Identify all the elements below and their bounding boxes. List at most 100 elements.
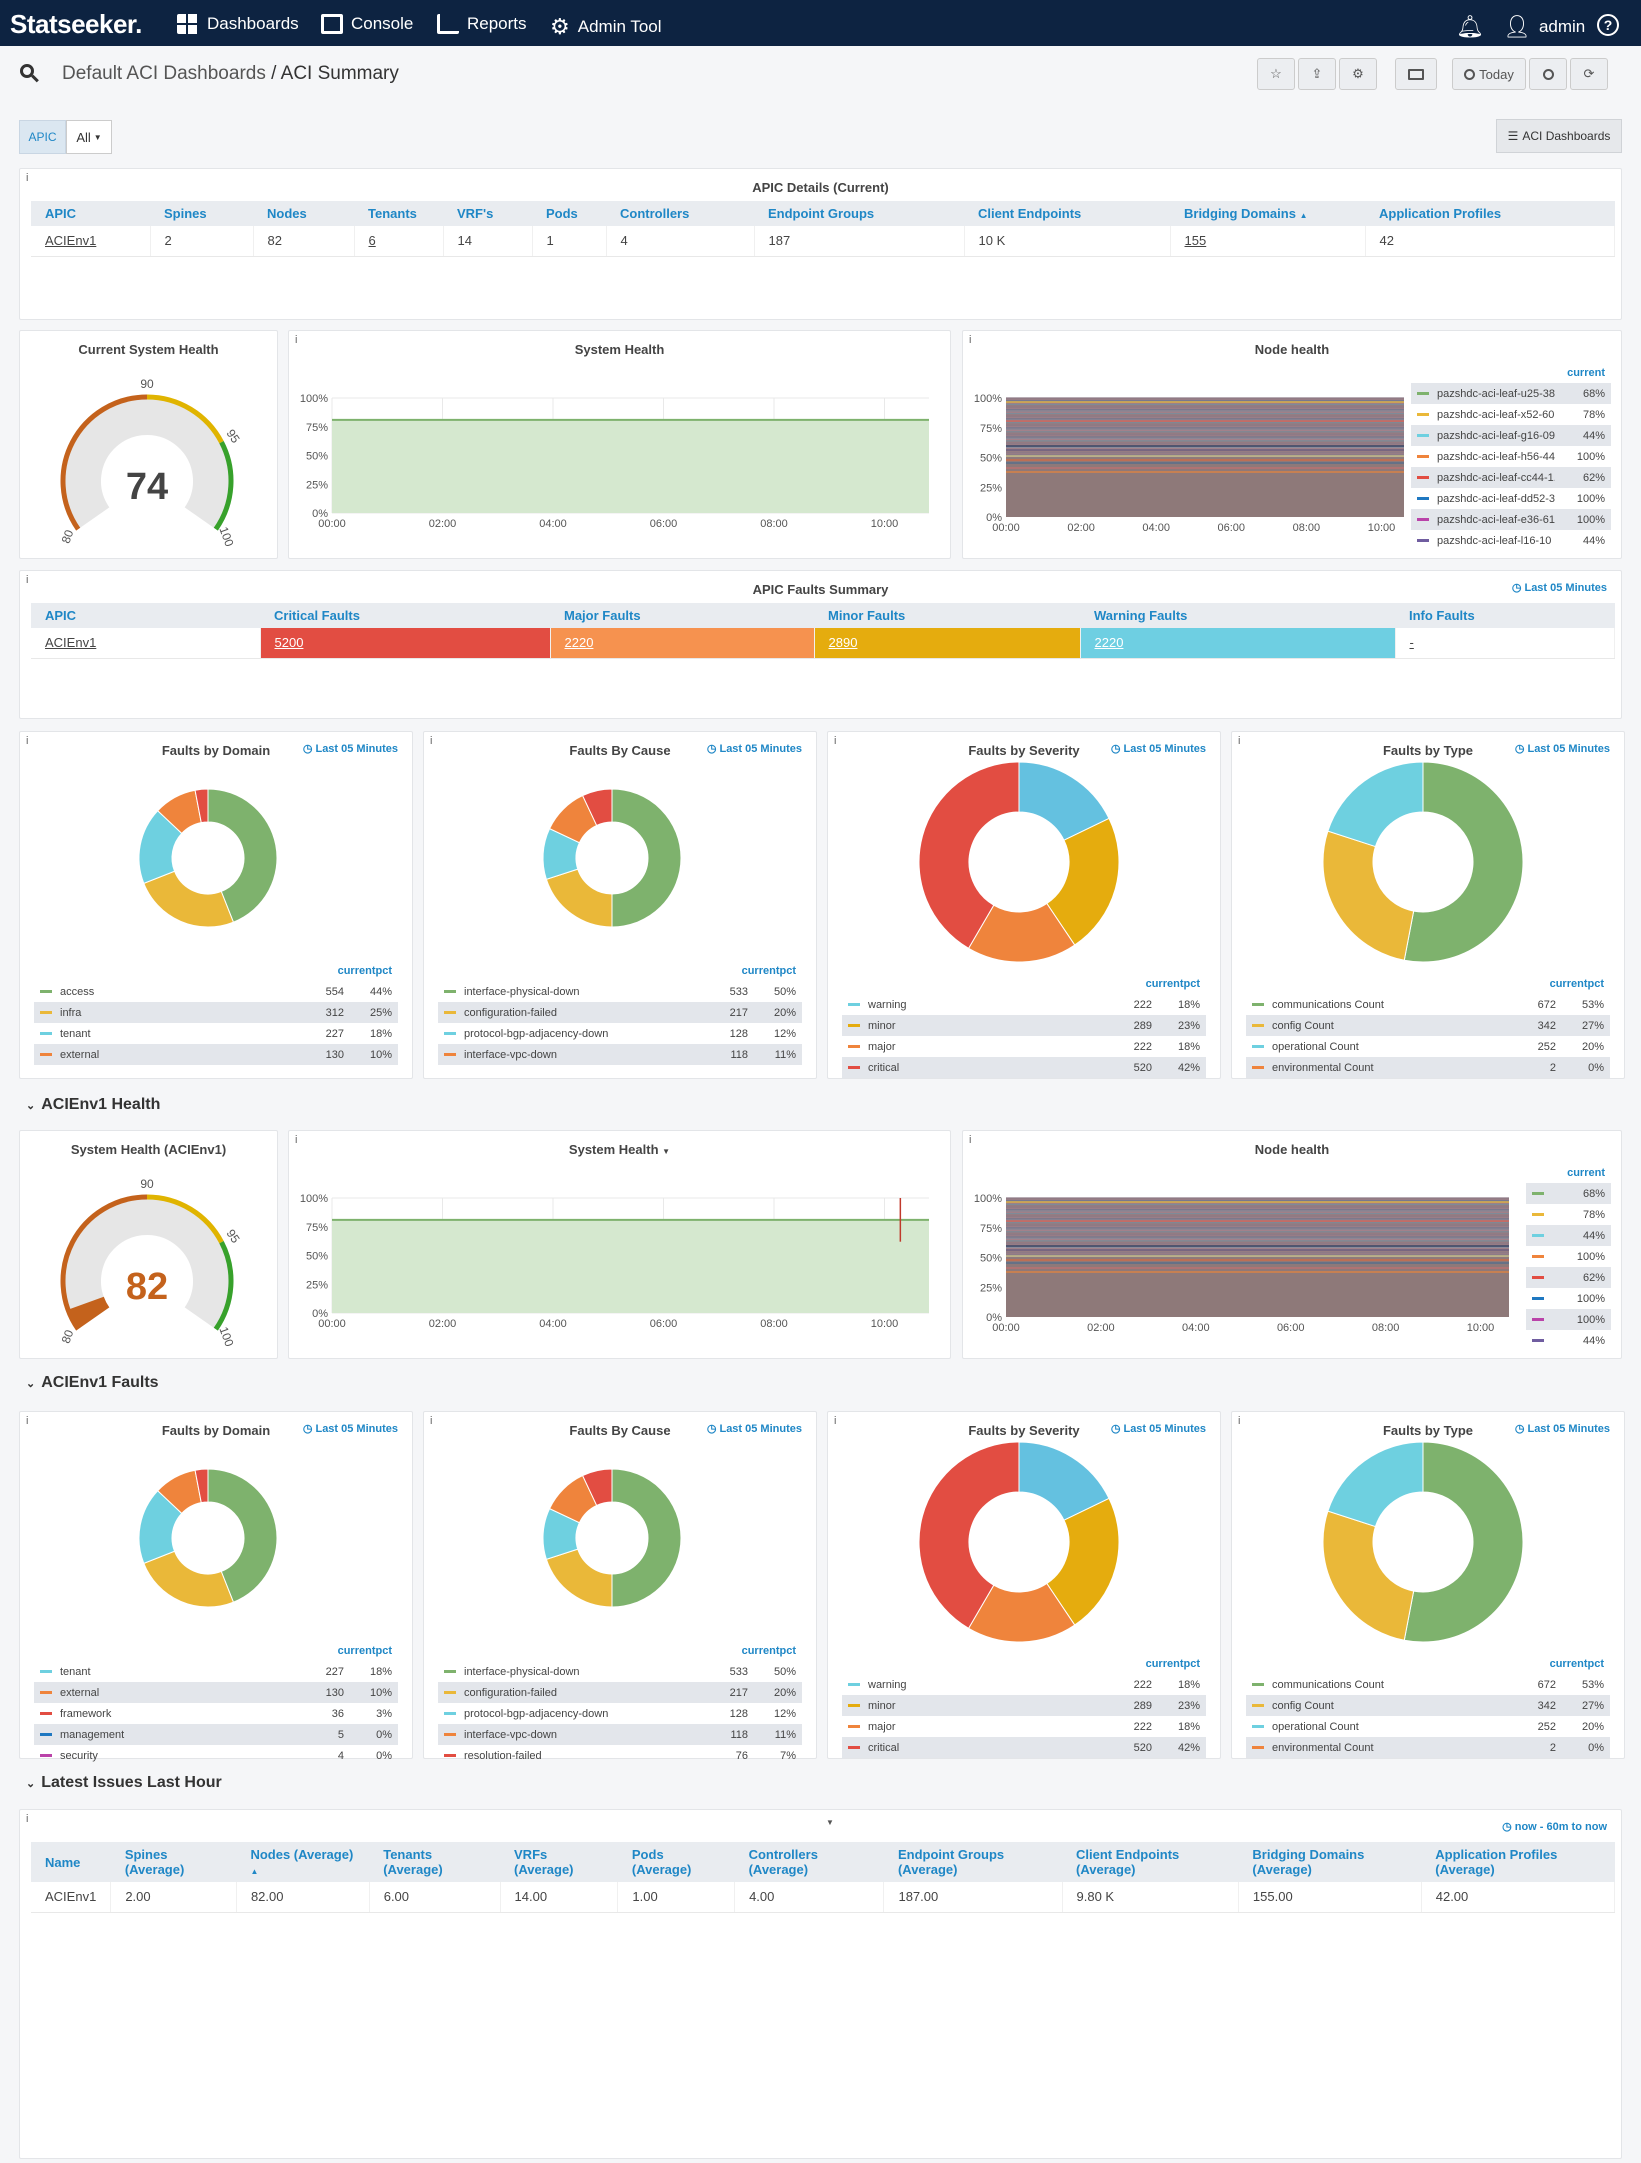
col-spines[interactable]: Spines — [150, 201, 253, 226]
search-icon[interactable] — [20, 64, 34, 78]
settings-button[interactable]: ⚙ — [1339, 58, 1377, 90]
legend-item[interactable]: access 554 44% — [34, 981, 398, 1002]
info-icon[interactable]: i — [834, 1415, 837, 1427]
legend-item[interactable]: interface-vpc-down 118 11% — [438, 1724, 802, 1745]
col-nodes[interactable]: Nodes — [253, 201, 354, 226]
col-controllers[interactable]: Controllers (Average) — [734, 1842, 884, 1882]
legend-item[interactable]: pazshdc-aci-leaf-cc44-1... 62% — [1411, 467, 1611, 488]
legend-item[interactable]: management 5 0% — [34, 1724, 398, 1745]
info-icon[interactable]: i — [295, 334, 298, 346]
nav-dashboards[interactable]: Dashboards — [177, 14, 299, 34]
time-picker-button[interactable]: Today — [1452, 58, 1526, 90]
legend-item[interactable]: external 130 10% — [34, 1044, 398, 1065]
legend-item[interactable]: pazshdc-aci-leaf-x52-60 ... 78% — [1411, 404, 1611, 425]
col-vrfs[interactable]: VRFs (Average) — [500, 1842, 618, 1882]
legend-item[interactable]: minor 289 23% — [842, 1015, 1206, 1036]
refresh-button[interactable]: ⟳ — [1570, 58, 1608, 90]
zoom-out-button[interactable] — [1529, 58, 1567, 90]
bell-icon[interactable]: 🔔︎ — [1456, 14, 1484, 39]
legend-item[interactable]: operational Count 252 20% — [1246, 1716, 1610, 1737]
col-vrfs[interactable]: VRF's — [443, 201, 532, 226]
col-warning[interactable]: Warning Faults — [1080, 603, 1395, 628]
panel-title[interactable]: System Health ▼ — [289, 1142, 950, 1157]
nav-console[interactable]: Console — [321, 14, 413, 34]
legend-item[interactable]: warning 222 18% — [842, 1674, 1206, 1695]
info-icon[interactable]: i — [26, 1415, 29, 1427]
statseeker-logo[interactable]: Statseeker. — [10, 9, 142, 39]
legend-item[interactable]: critical 520 42% — [842, 1737, 1206, 1758]
col-minor[interactable]: Minor Faults — [814, 603, 1080, 628]
legend-item[interactable]: tenant 227 18% — [34, 1661, 398, 1682]
aci-dashboards-button[interactable]: ☰ ACI Dashboards — [1496, 119, 1622, 153]
legend-item[interactable]: config Count 342 27% — [1246, 1695, 1610, 1716]
star-button[interactable]: ☆ — [1257, 58, 1295, 90]
info-icon[interactable]: i — [969, 1134, 972, 1146]
breadcrumb-parent[interactable]: Default ACI Dashboards — [62, 63, 266, 84]
legend-item[interactable]: environmental Count 2 0% — [1246, 1737, 1610, 1758]
info-icon[interactable]: i — [834, 735, 837, 747]
legend-item[interactable]: 100% — [1526, 1288, 1611, 1309]
legend-item[interactable]: communications Count 672 53% — [1246, 1674, 1610, 1695]
apic-link[interactable]: ACIEnv1 — [45, 233, 97, 249]
legend-item[interactable]: 100% — [1526, 1246, 1611, 1267]
legend-item[interactable]: interface-physical-down 533 50% — [438, 1661, 802, 1682]
legend-item[interactable]: configuration-failed 217 20% — [438, 1002, 802, 1023]
col-apic[interactable]: APIC — [31, 201, 150, 226]
legend-item[interactable]: 44% — [1526, 1330, 1611, 1351]
col-endpoint-groups[interactable]: Endpoint Groups (Average) — [883, 1842, 1063, 1882]
section-acienv1-faults[interactable]: ⌄ ACIEnv1 Faults — [26, 1374, 159, 1392]
col-spines[interactable]: Spines (Average) — [110, 1842, 237, 1882]
legend-item[interactable]: communications Count 672 53% — [1246, 994, 1610, 1015]
legend-item[interactable]: warning 222 18% — [842, 994, 1206, 1015]
section-acienv1-health[interactable]: ⌄ ACIEnv1 Health — [26, 1096, 160, 1114]
legend-item[interactable]: major 222 18% — [842, 1716, 1206, 1737]
tv-mode-button[interactable] — [1395, 58, 1437, 90]
col-major[interactable]: Major Faults — [550, 603, 814, 628]
caret-down-icon[interactable]: ▼ — [826, 1818, 834, 1827]
info-icon[interactable]: i — [430, 1415, 433, 1427]
legend-item[interactable]: pazshdc-aci-leaf-g16-09 ... 44% — [1411, 425, 1611, 446]
apic-link[interactable]: ACIEnv1 — [45, 635, 97, 651]
col-bridging-domains[interactable]: Bridging Domains ▲ — [1170, 201, 1365, 226]
info-icon[interactable]: i — [969, 334, 972, 346]
legend-item[interactable]: tenant 227 18% — [34, 1023, 398, 1044]
col-info[interactable]: Info Faults — [1395, 603, 1615, 628]
info-icon[interactable]: i — [1238, 735, 1241, 747]
col-pods[interactable]: Pods — [532, 201, 606, 226]
nav-admin-tool[interactable]: ⚙ Admin Tool — [550, 14, 662, 40]
help-icon[interactable]: ? — [1597, 14, 1619, 36]
info-link[interactable]: - — [1409, 635, 1414, 651]
legend-item[interactable]: pazshdc-aci-leaf-l16-10 l... 44% — [1411, 530, 1611, 551]
legend-item[interactable]: pazshdc-aci-leaf-u25-38 ... 68% — [1411, 383, 1611, 404]
col-pods[interactable]: Pods (Average) — [617, 1842, 735, 1882]
legend-item[interactable]: resolution-failed 76 7% — [438, 1745, 802, 1766]
legend-item[interactable]: external 130 10% — [34, 1682, 398, 1703]
legend-item[interactable]: protocol-bgp-adjacency-down 128 12% — [438, 1023, 802, 1044]
nav-reports[interactable]: Reports — [437, 14, 527, 34]
info-icon[interactable]: i — [26, 172, 29, 184]
info-icon[interactable]: i — [430, 735, 433, 747]
col-tenants[interactable]: Tenants (Average) — [369, 1842, 501, 1882]
info-icon[interactable]: i — [295, 1134, 298, 1146]
section-latest-issues[interactable]: ⌄ Latest Issues Last Hour — [26, 1774, 222, 1792]
legend-item[interactable]: 68% — [1526, 1183, 1611, 1204]
legend-item[interactable]: environmental Count 2 0% — [1246, 1057, 1610, 1078]
legend-item[interactable]: 62% — [1526, 1267, 1611, 1288]
legend-item[interactable]: pazshdc-aci-leaf-h56-44 ... 100% — [1411, 446, 1611, 467]
col-client-endpoints[interactable]: Client Endpoints — [964, 201, 1170, 226]
legend-item[interactable]: 44% — [1526, 1225, 1611, 1246]
info-icon[interactable]: i — [26, 735, 29, 747]
col-application-profiles[interactable]: Application Profiles (Average) — [1421, 1842, 1615, 1882]
minor-link[interactable]: 2890 — [828, 635, 858, 651]
legend-item[interactable]: interface-vpc-down 118 11% — [438, 1044, 802, 1065]
bridging-link[interactable]: 155 — [1184, 233, 1207, 249]
col-endpoint-groups[interactable]: Endpoint Groups — [754, 201, 964, 226]
col-name[interactable]: Name — [31, 1842, 111, 1882]
legend-item[interactable]: framework 36 3% — [34, 1703, 398, 1724]
legend-item[interactable]: security 4 0% — [34, 1745, 398, 1766]
legend-item[interactable]: config Count 342 27% — [1246, 1015, 1610, 1036]
col-apic[interactable]: APIC — [31, 603, 260, 628]
legend-item[interactable]: infra 312 25% — [34, 1002, 398, 1023]
tenants-link[interactable]: 6 — [368, 233, 376, 249]
col-nodes[interactable]: Nodes (Average) ▲ — [236, 1842, 370, 1882]
